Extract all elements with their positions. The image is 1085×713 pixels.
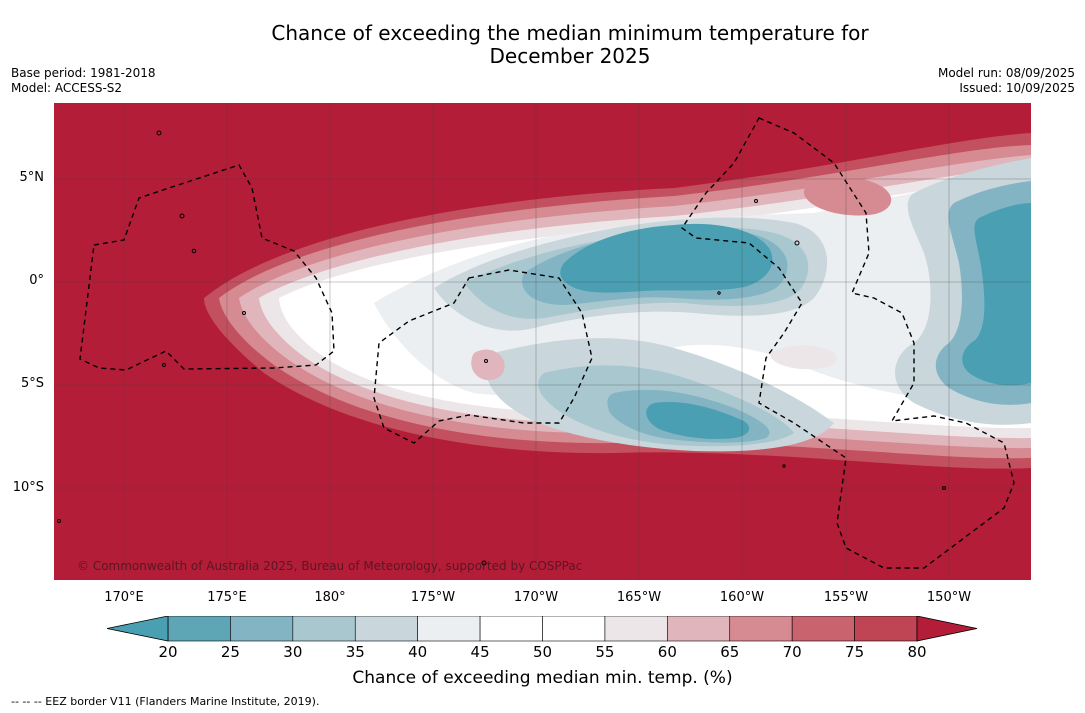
colorbar-title: Chance of exceeding median min. temp. (%… (352, 668, 733, 688)
colorbar-tick-label: 55 (595, 643, 615, 661)
model-name: Model: ACCESS-S2 (11, 81, 123, 95)
colorbar-segment (854, 616, 918, 642)
island (782, 464, 786, 468)
colorbar-segment (604, 616, 668, 642)
island (191, 248, 197, 254)
island (754, 199, 758, 203)
lon-label-170w: 170°W (513, 590, 559, 605)
lon-label-175e: 175°E (207, 590, 247, 605)
eez-footnote: -- -- -- EEZ border V11 (Flanders Marine… (11, 695, 320, 708)
colorbar-high-arrow (916, 616, 978, 642)
island (242, 311, 246, 315)
colorbar-tick-label: 45 (470, 643, 490, 661)
eez-line-islands (681, 117, 1015, 569)
map-panel (54, 103, 1031, 580)
colorbar-segment (479, 616, 543, 642)
colorbar-segment (667, 616, 731, 642)
island (484, 359, 488, 363)
colorbar-tick-label: 20 (158, 643, 178, 661)
lon-label-150w: 150°W (926, 590, 972, 605)
colorbar-tick-label: 25 (220, 643, 240, 661)
colorbar-tick-label: 80 (907, 643, 927, 661)
island (162, 363, 166, 367)
island (156, 130, 162, 136)
colorbar-segments (167, 616, 918, 642)
colorbar-tick-label: 65 (720, 643, 740, 661)
colorbar-tick-label: 60 (657, 643, 677, 661)
graticule (54, 103, 1031, 580)
title-line-2: December 2025 (489, 44, 651, 68)
colorbar-tick-label: 75 (845, 643, 865, 661)
colorbar-low-arrow (107, 616, 169, 642)
colorbar-segment (230, 616, 294, 642)
colorbar-segment (791, 616, 855, 642)
base-period: Base period: 1981-2018 (11, 66, 156, 80)
colorbar-tick-label: 50 (532, 643, 553, 661)
eez-tokelau (373, 269, 593, 444)
copyright-notice: © Commonwealth of Australia 2025, Bureau… (77, 559, 583, 573)
lat-label-0: 0° (29, 273, 44, 288)
lat-label-5s: 5°S (20, 376, 44, 391)
warm-patch-central (770, 345, 837, 370)
colorbar-segment (542, 616, 606, 642)
lat-label-5n: 5°N (19, 170, 45, 185)
colorbar-tick-label: 35 (345, 643, 365, 661)
map-title: Chance of exceeding the median minimum t… (0, 22, 1085, 68)
island (942, 486, 946, 490)
colorbar-tick-label: 70 (782, 643, 802, 661)
island (794, 240, 800, 246)
model-run: Model run: 08/09/2025 (937, 66, 1075, 80)
colorbar-segment (354, 616, 418, 642)
colorbar-segment (292, 616, 356, 642)
island (179, 213, 185, 219)
map-svg (54, 103, 1031, 580)
colorbar (107, 616, 978, 642)
colorbar-segment (417, 616, 481, 642)
island (717, 291, 721, 295)
warm-patch-northeast (803, 176, 892, 216)
island (481, 560, 487, 566)
island-outlines (57, 130, 946, 566)
title-line-1: Chance of exceeding the median minimum t… (271, 21, 869, 45)
eez-borders (79, 117, 1015, 569)
lat-label-10s: 10°S (12, 480, 44, 495)
colorbar-tick-label: 30 (283, 643, 303, 661)
lon-label-155w: 155°W (823, 590, 869, 605)
lon-label-165w: 165°W (616, 590, 662, 605)
warm-patch-south (471, 349, 505, 381)
island (57, 519, 61, 523)
issued-date: Issued: 10/09/2025 (959, 81, 1075, 95)
lon-label-175w: 175°W (410, 590, 456, 605)
colorbar-tick-label: 40 (408, 643, 428, 661)
colorbar-segment (729, 616, 793, 642)
lon-label-170e: 170°E (104, 590, 144, 605)
colorbar-segment (167, 616, 231, 642)
band-20-east (962, 203, 1031, 386)
lon-label-160w: 160°W (719, 590, 765, 605)
meta-left: Base period: 1981-2018 Model: ACCESS-S2 (11, 66, 156, 96)
band-20-north (560, 223, 773, 293)
lon-label-180: 180° (314, 590, 346, 605)
meta-right: Model run: 08/09/2025 Issued: 10/09/2025 (938, 66, 1075, 96)
band-20-south (646, 402, 750, 439)
